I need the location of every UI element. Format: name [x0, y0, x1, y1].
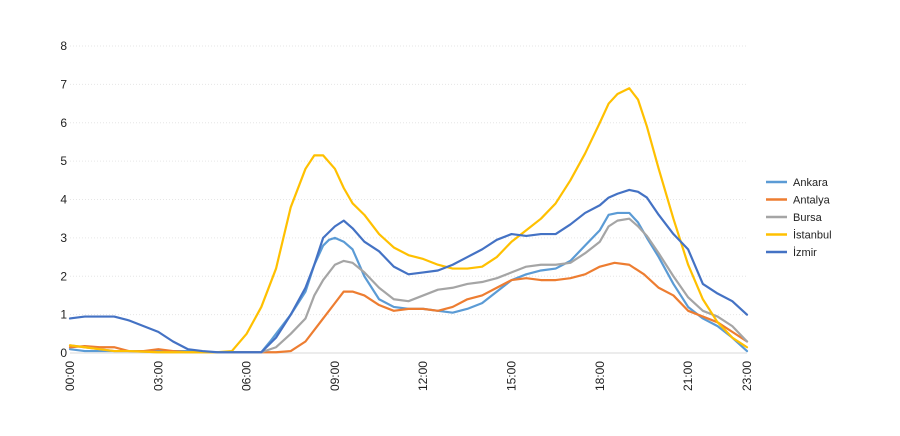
- y-tick-label: 7: [60, 77, 67, 91]
- y-tick-label: 5: [60, 154, 67, 168]
- x-tick-label: 03:00: [151, 361, 165, 391]
- series-line-i̇stanbul: [68, 87, 749, 354]
- y-tick-label: 6: [60, 116, 67, 130]
- series-line-bursa: [68, 217, 749, 354]
- x-tick-label: 15:00: [505, 361, 519, 391]
- legend-item-i̇stanbul: İstanbul: [766, 229, 832, 242]
- y-tick-label: 2: [60, 269, 67, 283]
- legend-item-i̇zmir: İzmir: [766, 246, 817, 259]
- y-tick-label: 1: [60, 308, 67, 322]
- legend-label: Antalya: [793, 195, 831, 207]
- legend-label: Bursa: [793, 212, 823, 224]
- x-tick-label: 18:00: [593, 361, 607, 391]
- y-tick-label: 8: [60, 39, 67, 53]
- legend-item-bursa: Bursa: [766, 212, 823, 224]
- series-line-antalya: [68, 261, 749, 354]
- x-tick-label: 09:00: [328, 361, 342, 391]
- grid-lines: [70, 45, 747, 354]
- x-tick-label: 00:00: [63, 361, 77, 391]
- legend-label: İstanbul: [793, 229, 832, 242]
- legend-item-ankara: Ankara: [766, 177, 829, 189]
- x-tick-label: 23:00: [740, 361, 754, 391]
- x-tick-label: 06:00: [240, 361, 254, 391]
- y-axis: 0 1 2 3 4 5 6 7 8: [60, 39, 67, 360]
- x-tick-label: 12:00: [416, 361, 430, 391]
- x-tick-label: 21:00: [681, 361, 695, 391]
- series-lines: [68, 87, 749, 354]
- series-line-i̇zmir: [68, 188, 749, 354]
- legend: Ankara Antalya Bursa İstanbul İzmir: [766, 177, 832, 259]
- x-axis: 00:00 03:00 06:00 09:00 12:00 15:00 18:00 21:00…: [63, 361, 754, 391]
- legend-label: İzmir: [793, 246, 817, 259]
- y-tick-label: 3: [60, 231, 67, 245]
- legend-label: Ankara: [793, 177, 829, 189]
- y-tick-label: 4: [60, 193, 67, 207]
- legend-item-antalya: Antalya: [766, 195, 831, 207]
- y-tick-label: 0: [60, 346, 67, 360]
